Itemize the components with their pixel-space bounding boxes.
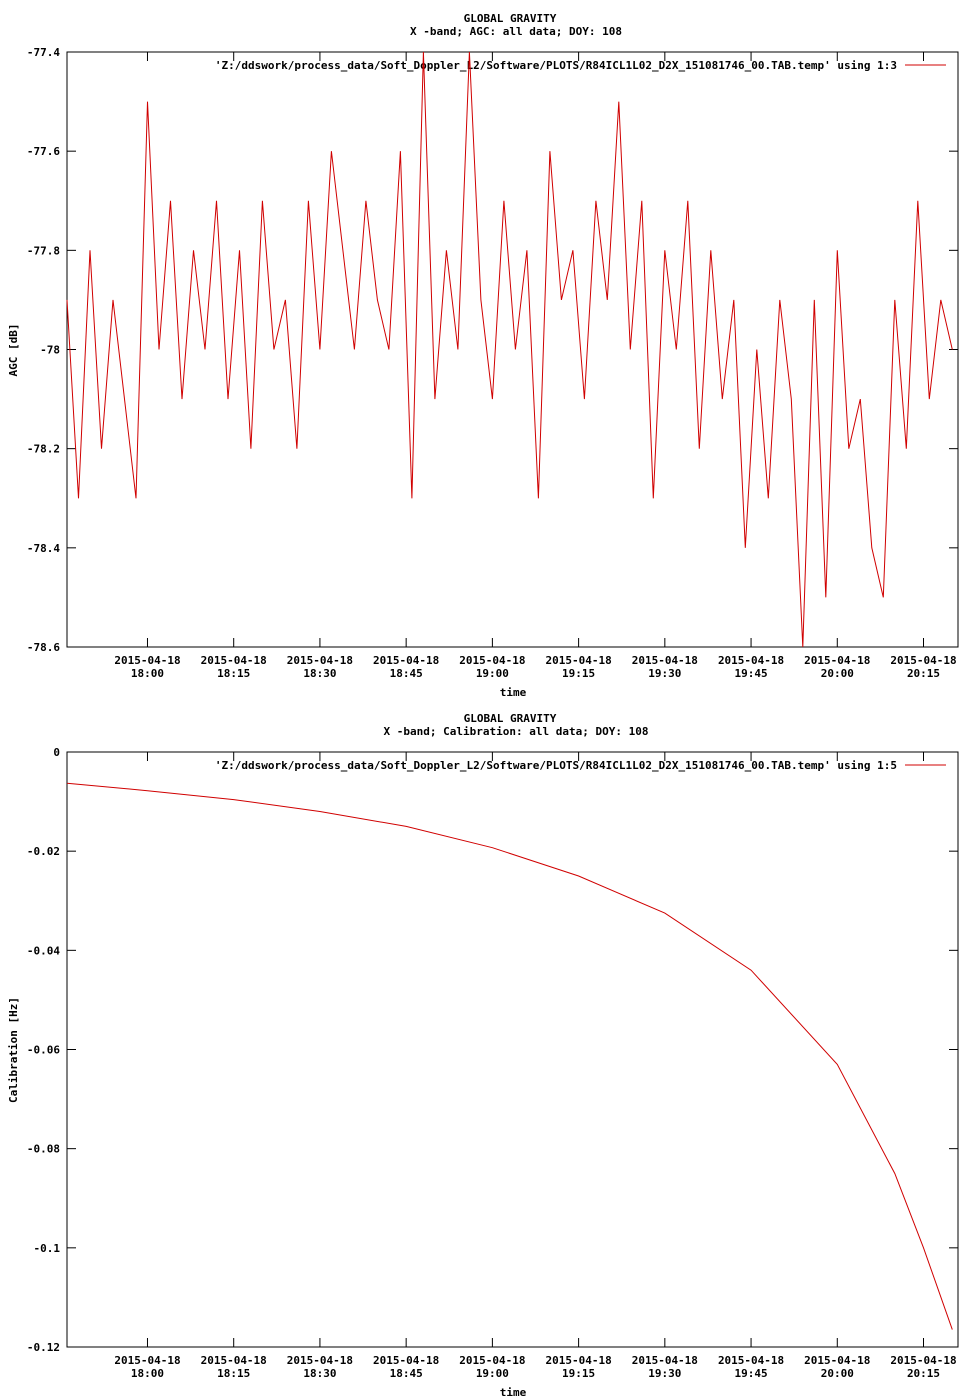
x-tick-label-date: 2015-04-18 — [373, 654, 439, 667]
y-tick-label: -0.12 — [27, 1341, 60, 1354]
series-line — [66, 782, 953, 1330]
x-tick-label-date: 2015-04-18 — [201, 1354, 267, 1367]
chart-title: GLOBAL GRAVITY — [464, 12, 557, 25]
x-tick-label-date: 2015-04-18 — [114, 1354, 180, 1367]
x-tick-label-date: 2015-04-18 — [287, 1354, 353, 1367]
calibration-chart: GLOBAL GRAVITY X -band; Calibration: all… — [7, 712, 959, 1399]
x-tick-label-date: 2015-04-18 — [804, 1354, 870, 1367]
x-tick-label-date: 2015-04-18 — [718, 654, 784, 667]
x-tick-label-date: 2015-04-18 — [373, 1354, 439, 1367]
x-tick-label-time: 19:45 — [734, 667, 767, 680]
chart-subtitle: X -band; Calibration: all data; DOY: 108 — [384, 725, 649, 738]
series-line — [66, 51, 953, 648]
x-tick-label-date: 2015-04-18 — [459, 1354, 525, 1367]
x-tick-label-time: 19:00 — [476, 1367, 509, 1380]
y-tick-label: -0.06 — [27, 1044, 60, 1057]
y-axis-label: AGC [dB] — [7, 324, 20, 377]
x-tick-label-time: 18:15 — [217, 667, 250, 680]
x-tick-label-date: 2015-04-18 — [545, 654, 611, 667]
x-tick-label-date: 2015-04-18 — [459, 654, 525, 667]
x-tick-label-time: 18:45 — [390, 1367, 423, 1380]
x-tick-label-time: 18:30 — [303, 667, 336, 680]
x-tick-label-time: 18:00 — [131, 667, 164, 680]
x-tick-label-time: 18:45 — [390, 667, 423, 680]
x-tick-label-date: 2015-04-18 — [287, 654, 353, 667]
x-tick-label-date: 2015-04-18 — [718, 1354, 784, 1367]
x-tick-label-time: 19:45 — [734, 1367, 767, 1380]
y-tick-label: -0.1 — [34, 1242, 61, 1255]
x-tick-label-date: 2015-04-18 — [545, 1354, 611, 1367]
legend-label: 'Z:/ddswork/process_data/Soft_Doppler_L2… — [215, 759, 897, 772]
y-axis-label: Calibration [Hz] — [7, 997, 20, 1103]
y-tick-label: -78.4 — [27, 542, 60, 555]
y-tick-label: -77.6 — [27, 145, 60, 158]
y-tick-label: -78.6 — [27, 641, 60, 654]
x-axis-label: time — [500, 686, 527, 699]
y-tick-label: -78 — [40, 344, 60, 357]
y-tick-label: -77.4 — [27, 46, 60, 59]
x-tick-label-time: 20:00 — [821, 667, 854, 680]
x-tick-label-date: 2015-04-18 — [201, 654, 267, 667]
chart-title: GLOBAL GRAVITY — [464, 712, 557, 725]
x-tick-label-time: 18:15 — [217, 1367, 250, 1380]
agc-chart: GLOBAL GRAVITY X -band; AGC: all data; D… — [7, 12, 959, 699]
x-tick-label-date: 2015-04-18 — [804, 654, 870, 667]
x-tick-label-time: 19:15 — [562, 1367, 595, 1380]
y-tick-label: -78.2 — [27, 443, 60, 456]
x-tick-label-time: 20:00 — [821, 1367, 854, 1380]
x-tick-label-time: 19:00 — [476, 667, 509, 680]
x-tick-label-time: 20:15 — [907, 1367, 940, 1380]
chart-subtitle: X -band; AGC: all data; DOY: 108 — [410, 25, 622, 38]
y-tick-label: -0.04 — [27, 944, 60, 957]
legend-label: 'Z:/ddswork/process_data/Soft_Doppler_L2… — [215, 59, 897, 72]
x-tick-label-time: 18:30 — [303, 1367, 336, 1380]
y-tick-label: -77.8 — [27, 244, 60, 257]
x-tick-label-date: 2015-04-18 — [632, 654, 698, 667]
x-tick-label-time: 20:15 — [907, 667, 940, 680]
x-tick-label-time: 19:30 — [648, 667, 681, 680]
x-tick-label-time: 19:15 — [562, 667, 595, 680]
x-tick-label-date: 2015-04-18 — [632, 1354, 698, 1367]
x-tick-label-time: 18:00 — [131, 1367, 164, 1380]
x-axis-label: time — [500, 1386, 527, 1399]
x-tick-label-date: 2015-04-18 — [890, 1354, 956, 1367]
y-tick-label: 0 — [53, 746, 60, 759]
y-tick-label: -0.08 — [27, 1143, 60, 1156]
y-tick-label: -0.02 — [27, 845, 60, 858]
plot-frame — [66, 751, 959, 1348]
x-tick-label-date: 2015-04-18 — [890, 654, 956, 667]
x-tick-label-date: 2015-04-18 — [114, 654, 180, 667]
x-tick-label-time: 19:30 — [648, 1367, 681, 1380]
